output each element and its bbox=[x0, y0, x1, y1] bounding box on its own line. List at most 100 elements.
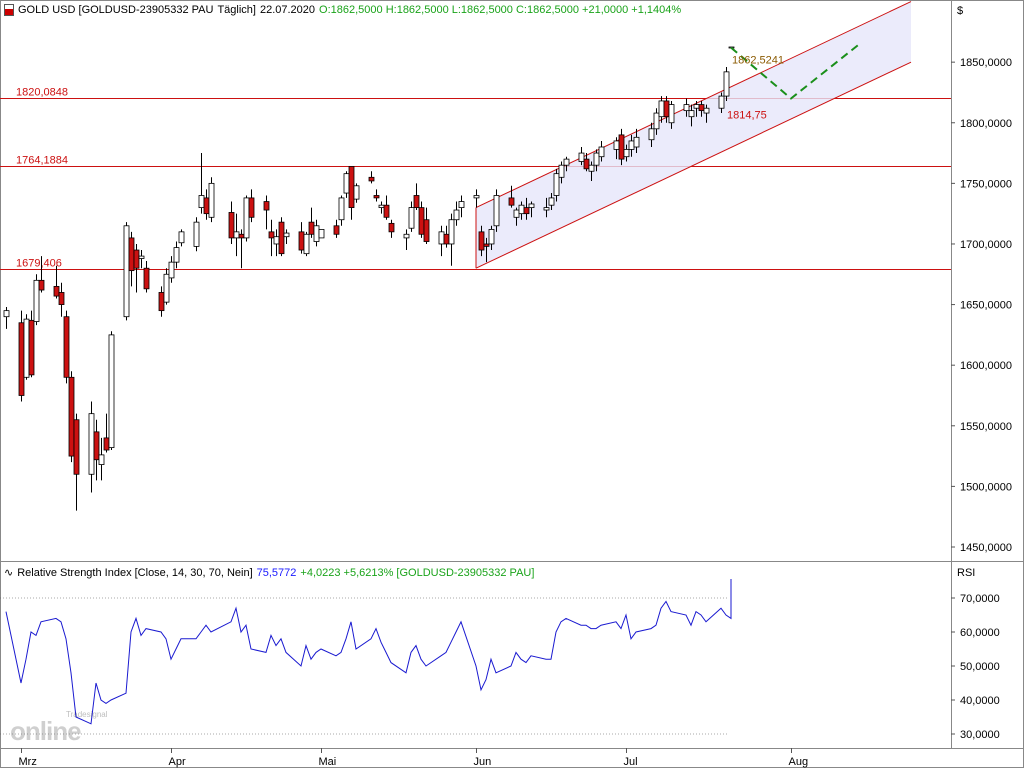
candle-body bbox=[563, 158, 570, 166]
price-tick-label: 1750,0000 bbox=[960, 178, 1012, 190]
candle-body bbox=[703, 107, 710, 114]
candle-body bbox=[693, 104, 700, 109]
price-tick-label: 1550,0000 bbox=[960, 421, 1012, 433]
candle bbox=[453, 201, 460, 226]
rsi-axis-label: RSI bbox=[957, 567, 975, 579]
candle-body bbox=[633, 136, 640, 148]
candle bbox=[523, 197, 530, 220]
candle bbox=[563, 156, 570, 172]
candle-body bbox=[473, 195, 480, 199]
candle bbox=[698, 100, 705, 117]
candle bbox=[548, 193, 555, 211]
candle bbox=[383, 195, 390, 220]
candle bbox=[33, 274, 40, 326]
time-tick-label: Jul bbox=[624, 756, 638, 768]
currency-label: $ bbox=[957, 5, 963, 17]
candle-body bbox=[618, 134, 625, 160]
candle-body bbox=[448, 219, 455, 245]
rsi-title: Relative Strength Index [Close, 14, 30, … bbox=[17, 567, 253, 579]
candle-body bbox=[378, 204, 385, 209]
candle bbox=[308, 207, 315, 238]
candle bbox=[58, 282, 65, 317]
candle-body bbox=[623, 149, 630, 158]
rsi-axis[interactable]: RSI 30,0000 40,0000 50,0000 60,0000 70,0000 bbox=[951, 567, 1000, 741]
candle-body bbox=[718, 95, 725, 109]
candle-body bbox=[273, 236, 280, 245]
candle-style-icon[interactable] bbox=[4, 4, 14, 16]
price-tick-label: 1800,0000 bbox=[960, 118, 1012, 130]
candle-body bbox=[98, 454, 105, 465]
candle-body bbox=[203, 197, 210, 215]
candle bbox=[133, 243, 140, 293]
candle-body bbox=[458, 201, 465, 209]
candle-body bbox=[688, 110, 695, 118]
candle-body bbox=[178, 231, 185, 244]
candle bbox=[263, 195, 270, 230]
candle-body bbox=[528, 203, 535, 209]
candle bbox=[458, 195, 465, 218]
candle-body bbox=[388, 222, 395, 233]
candle bbox=[493, 189, 500, 232]
price-info-bar: GOLD USD [GOLDUSD-23905332 PAU Täglich] … bbox=[4, 3, 685, 17]
rsi-tick-label: 60,0000 bbox=[960, 627, 1000, 639]
candle-body bbox=[198, 195, 205, 209]
candle-body bbox=[38, 279, 45, 291]
candle-body bbox=[333, 225, 340, 235]
candle-body bbox=[143, 267, 150, 290]
candle bbox=[243, 195, 250, 242]
price-annotation: 1814,75 bbox=[727, 109, 767, 121]
candle-body bbox=[128, 237, 135, 272]
candle bbox=[273, 229, 280, 257]
rsi-tick-label: 30,0000 bbox=[960, 729, 1000, 741]
candle bbox=[543, 197, 550, 218]
price-axis[interactable]: $1450,0000 1500,0000 1550,0000 1600,0000 165… bbox=[951, 5, 1012, 554]
candle-body bbox=[313, 225, 320, 242]
candlesticks bbox=[3, 46, 735, 511]
candle bbox=[623, 144, 630, 162]
candle bbox=[73, 413, 80, 511]
candle bbox=[3, 307, 10, 329]
time-tick-label: Mrz bbox=[19, 756, 37, 768]
candle bbox=[208, 177, 215, 223]
candle bbox=[248, 189, 255, 223]
time-tick-label: Mai bbox=[319, 756, 337, 768]
candle bbox=[203, 189, 210, 220]
candle-body bbox=[58, 292, 65, 305]
candle bbox=[303, 231, 310, 257]
candle-body bbox=[103, 437, 110, 451]
candle-body bbox=[488, 229, 495, 245]
candle bbox=[268, 219, 275, 257]
candle bbox=[168, 256, 175, 283]
candle bbox=[178, 229, 185, 247]
candle bbox=[38, 256, 45, 293]
candle-body bbox=[248, 197, 255, 218]
rsi-tick-label: 70,0000 bbox=[960, 593, 1000, 605]
candle-body bbox=[88, 413, 95, 475]
candle-body bbox=[548, 197, 555, 206]
candle-body bbox=[698, 104, 705, 112]
candle bbox=[443, 225, 450, 248]
candle-body bbox=[493, 195, 500, 227]
candle-body bbox=[423, 219, 430, 242]
candle bbox=[633, 128, 640, 154]
candle bbox=[158, 286, 165, 317]
candle-body bbox=[478, 231, 485, 251]
candle bbox=[388, 219, 395, 238]
candle-body bbox=[518, 204, 525, 215]
time-tick-label: Apr bbox=[169, 756, 186, 768]
time-axis[interactable]: Mrz Apr Mai Jun Jul Aug bbox=[19, 748, 809, 768]
level-label: 1820,0848 bbox=[16, 87, 68, 99]
candle-body bbox=[33, 279, 40, 322]
rsi-tick-label: 50,0000 bbox=[960, 661, 1000, 673]
candle-body bbox=[233, 231, 240, 239]
candle-body bbox=[353, 185, 360, 200]
trend-channel bbox=[475, 1, 912, 269]
candle bbox=[198, 153, 205, 214]
candle bbox=[98, 437, 105, 481]
candle bbox=[473, 189, 480, 208]
rsi-wave-icon[interactable]: ∿ bbox=[4, 567, 14, 579]
candle bbox=[718, 92, 725, 114]
candle bbox=[488, 225, 495, 251]
candle-body bbox=[453, 209, 460, 221]
